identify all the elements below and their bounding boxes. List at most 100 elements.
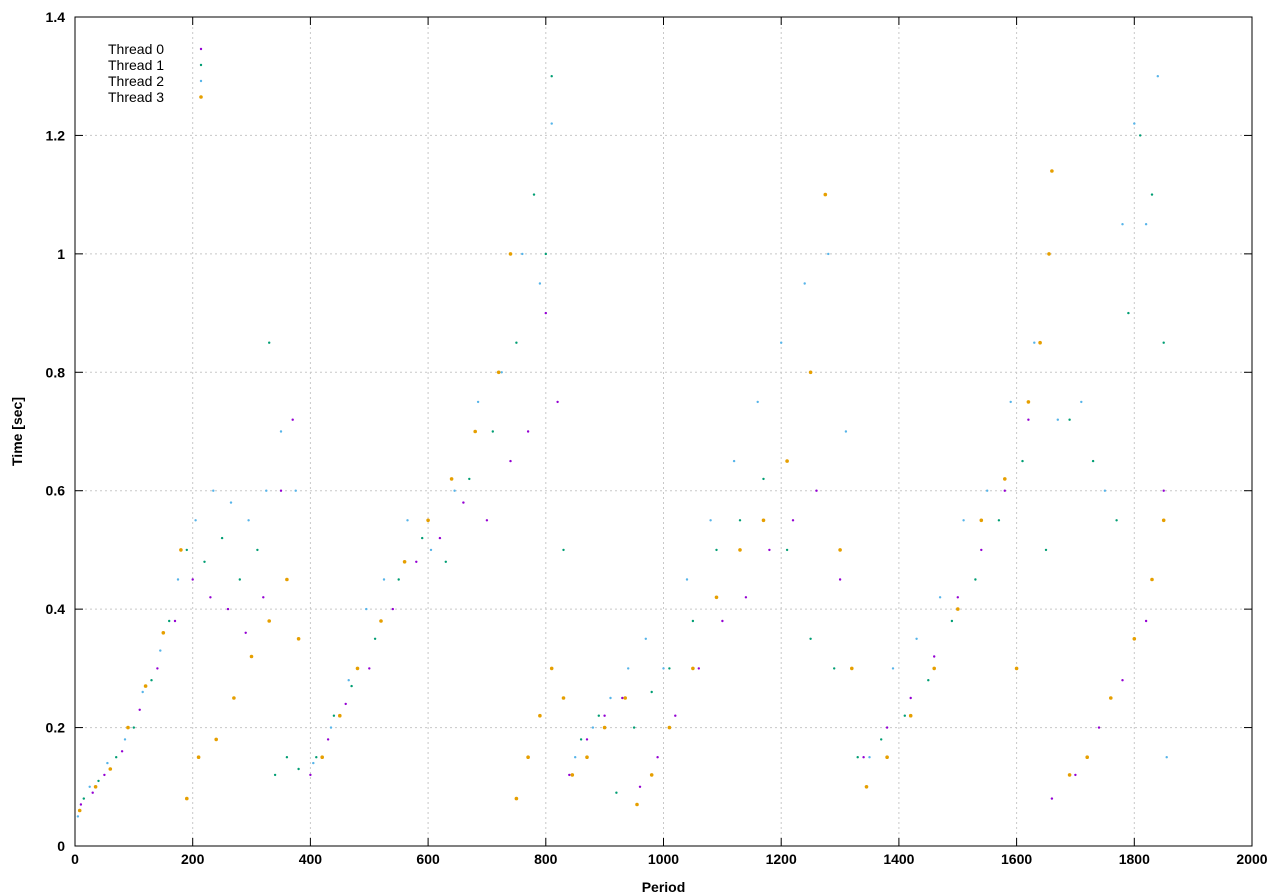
data-point <box>449 477 454 481</box>
data-point <box>1161 518 1166 523</box>
data-point <box>756 400 759 404</box>
data-point <box>1038 340 1042 345</box>
data-point <box>738 548 742 552</box>
data-point <box>591 726 595 729</box>
data-point <box>285 756 289 759</box>
data-point <box>697 667 700 670</box>
data-point <box>291 418 294 421</box>
data-point <box>556 400 559 404</box>
data-point <box>1097 726 1101 729</box>
data-point <box>379 619 383 623</box>
data-point <box>97 779 100 783</box>
legend-marker <box>199 95 203 99</box>
data-point <box>615 791 618 794</box>
data-point <box>1144 223 1148 226</box>
data-point <box>444 560 447 563</box>
data-point <box>143 684 148 688</box>
data-point <box>815 489 818 492</box>
data-point <box>685 578 689 581</box>
data-point <box>1103 489 1107 492</box>
data-point <box>838 578 842 581</box>
data-point <box>732 459 736 463</box>
data-point <box>77 808 82 813</box>
data-point <box>656 756 659 759</box>
data-point <box>123 738 127 741</box>
data-point <box>391 607 394 611</box>
data-point <box>579 738 583 741</box>
data-point <box>120 750 124 753</box>
data-point <box>980 548 983 552</box>
data-point <box>268 341 271 344</box>
data-point <box>544 311 547 315</box>
data-point <box>249 654 254 659</box>
data-point <box>880 738 883 741</box>
data-point <box>176 578 180 581</box>
data-point <box>827 252 830 256</box>
data-point <box>214 737 218 742</box>
data-point <box>1026 400 1031 404</box>
data-point <box>229 501 233 504</box>
data-point <box>574 756 577 759</box>
data-point <box>1139 134 1142 137</box>
data-point <box>267 619 272 623</box>
data-point <box>715 548 718 552</box>
data-point <box>247 519 250 522</box>
data-point <box>738 519 742 522</box>
data-point <box>338 713 342 718</box>
data-point <box>623 696 627 700</box>
data-point <box>568 773 571 777</box>
data-point <box>156 667 159 670</box>
data-point <box>838 548 842 552</box>
data-point <box>159 649 162 652</box>
data-point <box>244 631 247 634</box>
series-2 <box>76 75 1168 818</box>
data-point <box>296 637 301 641</box>
data-point <box>856 756 859 759</box>
data-point <box>550 122 553 125</box>
data-point <box>950 619 954 623</box>
data-point <box>320 755 325 759</box>
x-axis-label: Period <box>642 879 686 895</box>
data-point <box>168 619 171 623</box>
data-point <box>1009 400 1012 404</box>
data-point <box>309 773 312 777</box>
data-point <box>344 702 347 706</box>
data-point <box>232 696 236 700</box>
series-0 <box>79 311 1165 806</box>
legend-marker <box>199 47 203 51</box>
data-point <box>885 755 889 759</box>
data-point <box>473 429 478 434</box>
data-point <box>1003 477 1007 481</box>
data-point <box>212 489 215 492</box>
data-point <box>406 519 409 522</box>
legend-label: Thread 3 <box>108 89 164 105</box>
data-point <box>462 501 465 504</box>
data-point <box>82 797 86 800</box>
data-point <box>1050 169 1054 173</box>
data-point <box>1091 459 1095 463</box>
data-point <box>326 738 330 741</box>
x-tick-label: 1800 <box>1119 851 1150 867</box>
data-point <box>508 252 513 256</box>
data-point <box>1133 122 1136 125</box>
data-point <box>196 755 201 759</box>
data-point <box>674 714 677 717</box>
data-point <box>1165 756 1168 759</box>
data-point <box>179 548 183 552</box>
data-point <box>1003 489 1006 492</box>
data-point <box>329 726 333 729</box>
legend-marker <box>199 63 203 67</box>
data-point <box>903 714 906 717</box>
data-point <box>768 548 771 552</box>
data-point <box>1056 418 1060 421</box>
data-point <box>603 714 606 717</box>
data-point <box>273 773 277 777</box>
x-tick-label: 800 <box>534 851 558 867</box>
data-point <box>938 596 942 599</box>
data-point <box>185 548 188 552</box>
data-point <box>932 666 936 671</box>
data-point <box>986 489 989 492</box>
data-point <box>453 489 456 492</box>
